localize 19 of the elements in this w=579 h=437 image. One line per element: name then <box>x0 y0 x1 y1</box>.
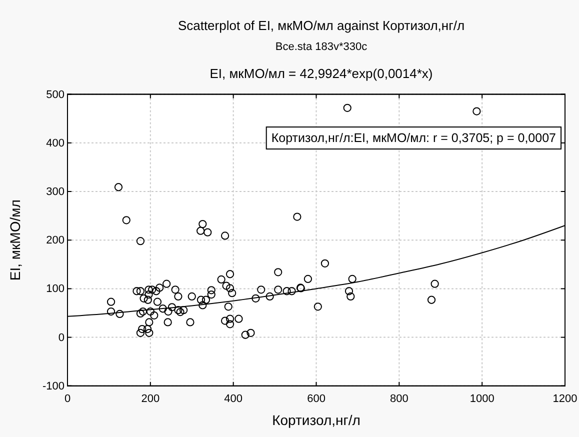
y-tick-label: 100 <box>46 283 64 296</box>
y-axis-title: EI, мкМО/мл <box>7 200 23 281</box>
x-axis-title: Кортизол,нг/л <box>272 412 360 428</box>
x-tick-label: 800 <box>390 393 408 406</box>
y-tick-label: 400 <box>46 137 64 150</box>
y-tick-label: 200 <box>46 234 64 247</box>
text: EI, мкМО/мл = 42,9924*exp(0,0014*x) <box>210 66 433 81</box>
x-tick-label: 1000 <box>470 393 494 406</box>
annotation: Кортизол,нг/л:EI, мкМО/мл: r = 0,3705; p = 0,0007 <box>271 131 556 145</box>
y-tick-label: -100 <box>42 380 64 392</box>
y-tick-label: 0 <box>58 332 64 344</box>
x-tick-label: 600 <box>307 393 326 406</box>
y-tick-label: 300 <box>46 186 64 198</box>
x-tick-label: 200 <box>141 393 160 406</box>
chart-subtitle: Bce.sta 183v*330c <box>275 41 368 53</box>
chart-title: Scatterplot of EI, мкМО/мл against Кортизол,нг/л <box>178 18 465 33</box>
y-tick-label: 500 <box>46 88 64 101</box>
x-tick-label: 1200 <box>552 393 578 406</box>
x-tick-label: 400 <box>224 393 243 406</box>
